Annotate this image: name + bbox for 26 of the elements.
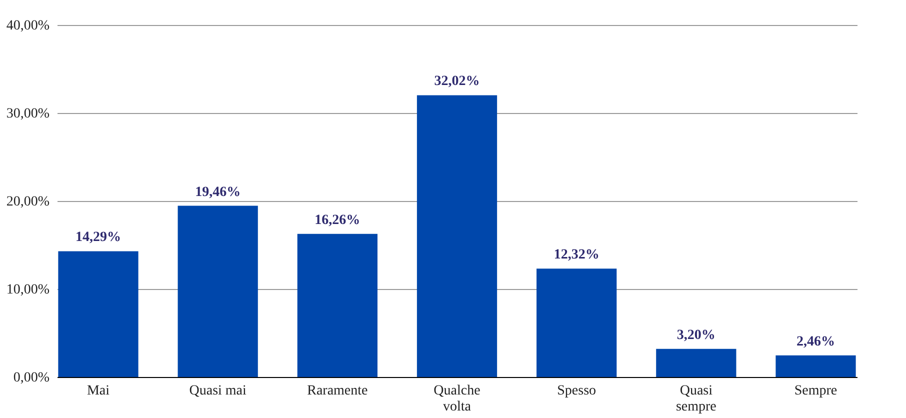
bar (776, 355, 856, 377)
x-tick-label: Mai (86, 384, 110, 398)
x-tick-label: Quasi sempre (676, 384, 716, 414)
bar (536, 268, 617, 377)
bar (178, 206, 258, 377)
data-label: 14,29% (76, 230, 122, 246)
x-tick-label: Quasi mai (189, 384, 247, 398)
data-label: 19,46% (195, 184, 241, 200)
bar (416, 95, 498, 377)
x-tick-label: Spesso (557, 384, 596, 398)
data-label: 2,46% (796, 334, 835, 350)
data-label: 12,32% (554, 248, 600, 263)
y-tick-label: 20,00% (6, 194, 50, 210)
y-tick-label: 0,00% (13, 370, 50, 386)
data-label: 3,20% (676, 328, 716, 343)
x-tick-label: Raramente (307, 384, 368, 398)
bar (656, 348, 736, 377)
y-tick-label: 30,00% (6, 106, 50, 122)
y-tick-label: 40,00% (6, 18, 50, 34)
data-label: 16,26% (314, 212, 360, 228)
data-label: 32,02% (434, 74, 480, 90)
x-tick-label: Qualche volta (434, 384, 480, 414)
bar (58, 251, 138, 377)
bar (297, 234, 378, 377)
x-tick-label: Sempre (794, 384, 838, 398)
y-tick-label: 10,00% (6, 282, 50, 298)
